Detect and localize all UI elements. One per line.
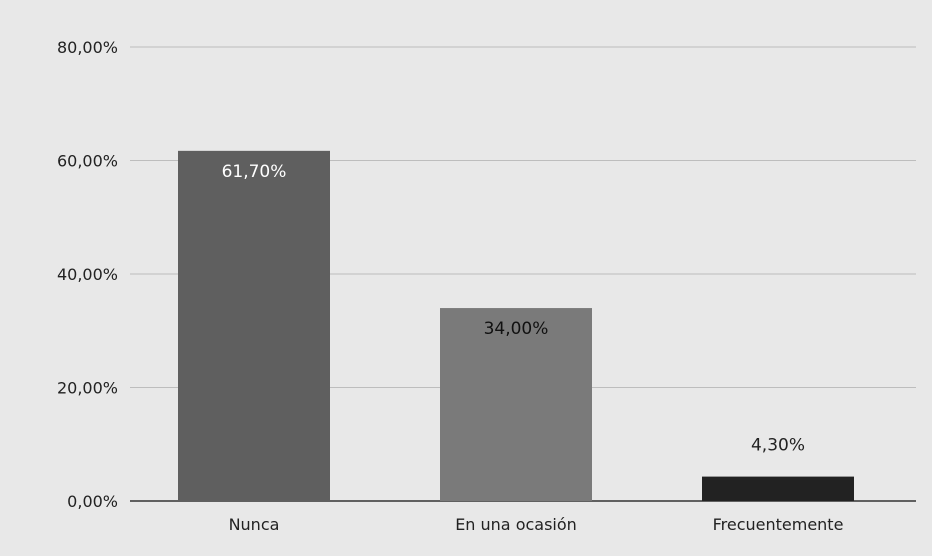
y-tick-label: 0,00% (67, 492, 118, 511)
y-tick-label: 20,00% (57, 379, 118, 398)
x-axis-category-labels: Nunca En una ocasión Frecuentemente (229, 515, 844, 534)
x-category-label: Nunca (229, 515, 280, 534)
data-labels: 61,70% 34,00% 4,30% (222, 162, 805, 456)
bar (178, 150, 330, 502)
x-category-label: En una ocasión (455, 515, 577, 534)
bar (702, 476, 854, 501)
y-tick-label: 80,00% (57, 38, 118, 57)
data-label: 61,70% (222, 162, 287, 182)
bars (178, 150, 854, 502)
y-tick-label: 40,00% (57, 265, 118, 284)
data-label: 4,30% (751, 436, 805, 456)
y-tick-label: 60,00% (57, 152, 118, 171)
y-axis-tick-labels: 0,00% 20,00% 40,00% 60,00% 80,00% (57, 38, 118, 511)
bar (440, 308, 592, 501)
x-category-label: Frecuentemente (713, 515, 844, 534)
data-label: 34,00% (484, 319, 549, 339)
